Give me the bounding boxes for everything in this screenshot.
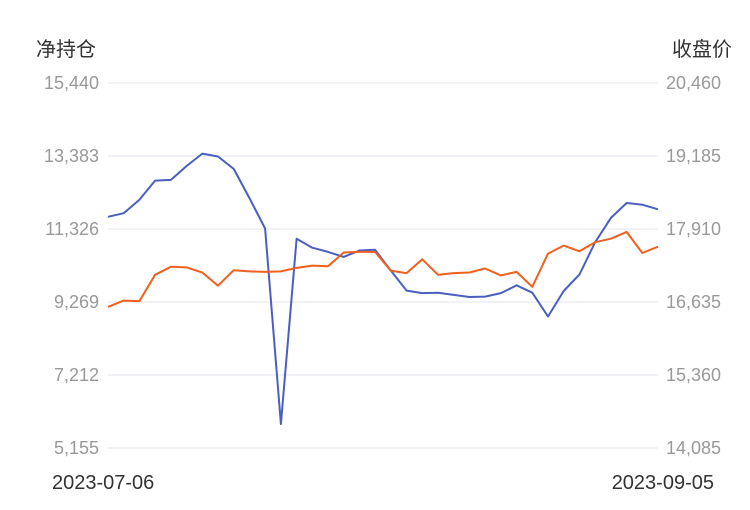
right-tick-label: 19,185: [666, 146, 721, 166]
left-axis-title: 净持仓: [36, 38, 96, 61]
right-tick-label: 15,360: [666, 365, 721, 385]
x-start-date: 2023-07-06: [52, 472, 154, 494]
right-tick-label: 16,635: [666, 292, 721, 312]
left-tick-label: 15,440: [44, 73, 99, 93]
grid: [108, 82, 658, 449]
left-axis-series-line: [107, 152, 659, 425]
left-tick-label: 11,326: [45, 219, 99, 239]
right-tick-label: 20,460: [666, 73, 721, 93]
series-layer: [107, 152, 659, 425]
x-end-date: 2023-09-05: [612, 472, 714, 494]
left-tick-label: 9,269: [54, 292, 99, 312]
left-tick-label: 13,383: [44, 146, 99, 166]
right-tick-label: 14,085: [666, 438, 721, 458]
right-axis-series-line: [107, 230, 659, 308]
left-tick-label: 7,212: [54, 365, 99, 385]
left-tick-label: 5,155: [54, 438, 99, 458]
right-axis-title: 收盘价: [672, 38, 732, 61]
labels-layer: 净持仓 收盘价 2023-07-06 2023-09-05 5,155 14,08…: [36, 38, 732, 494]
right-tick-label: 17,910: [666, 219, 721, 239]
